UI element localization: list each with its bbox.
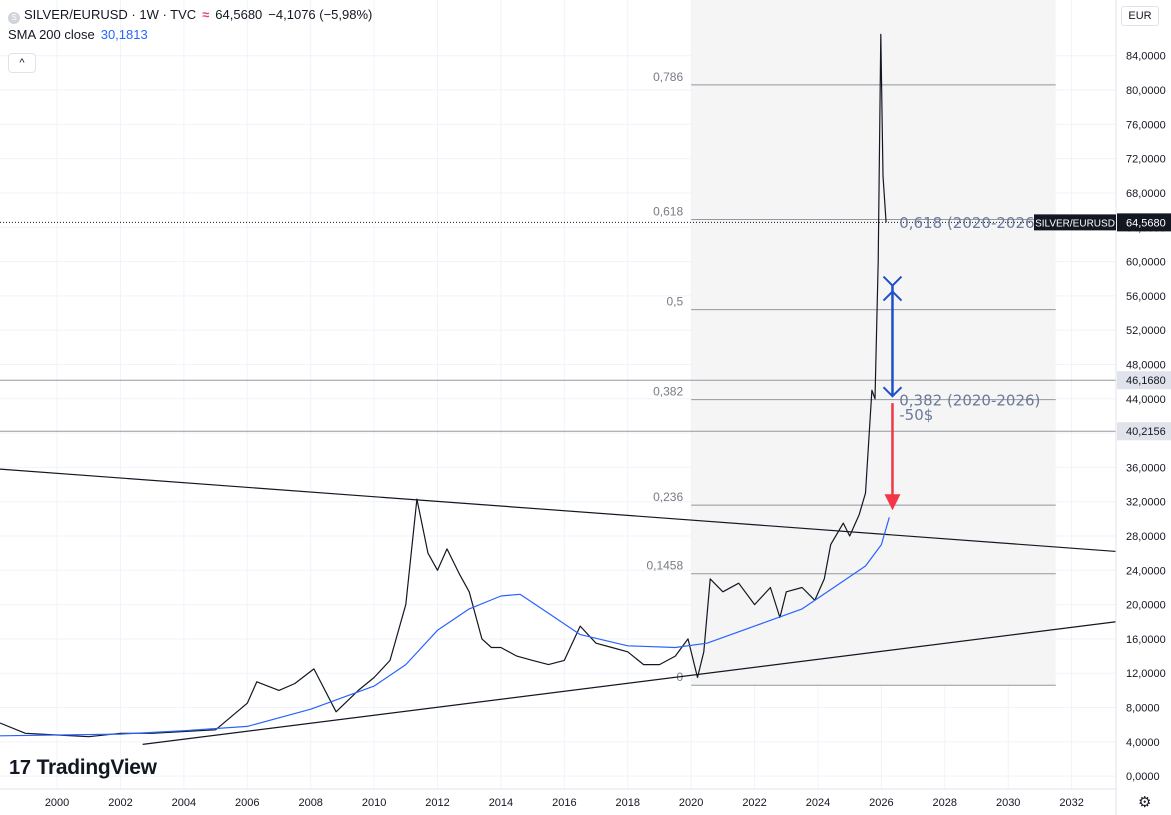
- level-price-tag-bg: [1117, 422, 1171, 441]
- time-tick-label: 2008: [298, 797, 322, 809]
- price-tick-label: 84,0000: [1126, 51, 1166, 63]
- logo-mark-icon: 17: [9, 757, 31, 779]
- price-tick-label: 12,0000: [1126, 668, 1166, 680]
- symbol-icon[interactable]: S: [8, 12, 20, 24]
- time-tick-label: 2026: [869, 797, 893, 809]
- logo-text: TradingView: [36, 756, 157, 779]
- price-tick-label: 32,0000: [1126, 497, 1166, 509]
- sma-value: 30,1813: [100, 27, 148, 42]
- time-tick-label: 2012: [425, 797, 449, 809]
- time-tick-label: 2032: [1059, 797, 1083, 809]
- time-tick-label: 2030: [996, 797, 1020, 809]
- symbol-tag-bg: [1034, 214, 1116, 231]
- price-tick-label: 28,0000: [1126, 531, 1166, 543]
- fib-level-label: 0,786: [653, 70, 683, 84]
- time-tick-label: 2024: [806, 797, 830, 809]
- trendline: [0, 468, 1117, 553]
- sma-series-line: [0, 517, 890, 737]
- price-tick-label: 72,0000: [1126, 154, 1166, 166]
- price-tick-label: 76,0000: [1126, 119, 1166, 131]
- level-price-tag-label: 40,2156: [1126, 426, 1166, 438]
- annotation-text: 0,382 (2020-2026): [899, 391, 1040, 409]
- tradingview-logo: 17 TradingView: [9, 756, 157, 780]
- time-tick-label: 2010: [362, 797, 386, 809]
- chart-legend: S SILVER/EURUSD · 1W · TVC ≈64,5680 −4,1076…: [8, 6, 372, 44]
- price-tick-label: 56,0000: [1126, 291, 1166, 303]
- time-tick-label: 2028: [933, 797, 957, 809]
- price-tick-label: 16,0000: [1126, 634, 1166, 646]
- last-price-tag-bg: [1117, 213, 1171, 232]
- time-tick-label: 2022: [742, 797, 766, 809]
- price-tick-label: 24,0000: [1126, 565, 1166, 577]
- price-tick-label: 36,0000: [1126, 462, 1166, 474]
- measure-arrow-bottom-icon: [882, 386, 903, 398]
- time-tick-label: 2014: [489, 797, 513, 809]
- price-tick-label: 52,0000: [1126, 325, 1166, 337]
- time-tick-label: 2002: [108, 797, 132, 809]
- fib-level-label: 0,1458: [646, 559, 683, 573]
- price-tick-label: 4,0000: [1126, 737, 1160, 749]
- time-tick-label: 2018: [616, 797, 640, 809]
- gear-icon[interactable]: ⚙: [1138, 794, 1152, 811]
- chevron-up-icon: ^: [19, 57, 25, 69]
- time-tick-label: 2020: [679, 797, 703, 809]
- measure-arrow-top-icon: [882, 275, 903, 302]
- price-tick-label: 48,0000: [1126, 359, 1166, 371]
- price-change: −4,1076 (−5,98%): [268, 7, 373, 22]
- fib-level-label: 0,382: [653, 385, 683, 399]
- realtime-icon: ≈: [202, 7, 210, 22]
- fib-zone: [691, 0, 1056, 686]
- symbol-title[interactable]: SILVER/EURUSD · 1W · TVC: [24, 7, 197, 22]
- currency-selector[interactable]: EUR: [1121, 6, 1159, 26]
- sma-label: SMA 200 close: [8, 27, 95, 42]
- level-price-tag-label: 46,1680: [1126, 375, 1166, 387]
- annotation-text: 0,618 (2020-2026): [899, 214, 1040, 232]
- fib-level-label: 0,618: [653, 205, 683, 219]
- time-tick-label: 2006: [235, 797, 259, 809]
- fib-level-label: 0,236: [653, 490, 683, 504]
- time-tick-label: 2004: [172, 797, 196, 809]
- last-price-tag-label: 64,5680: [1126, 217, 1166, 229]
- last-price: 64,5680: [215, 7, 263, 22]
- price-tick-label: 44,0000: [1126, 394, 1166, 406]
- level-price-tag-bg: [1117, 371, 1171, 390]
- price-tick-label: 8,0000: [1126, 703, 1160, 715]
- sma-row[interactable]: SMA 200 close 30,1813: [8, 26, 372, 44]
- price-series-line: [0, 33, 887, 738]
- price-tick-label: 68,0000: [1126, 188, 1166, 200]
- price-tick-label: 0,0000: [1126, 771, 1160, 783]
- price-tick-label: 20,0000: [1126, 600, 1166, 612]
- fib-level-label: 0,5: [666, 295, 683, 309]
- time-tick-label: 2000: [45, 797, 69, 809]
- time-tick-label: 2016: [552, 797, 576, 809]
- collapse-legend-button[interactable]: ^: [8, 53, 36, 73]
- red-arrow-head-icon: [884, 494, 901, 511]
- symbol-tag-label: SILVER/EURUSD: [1035, 218, 1115, 229]
- symbol-row: S SILVER/EURUSD · 1W · TVC ≈64,5680 −4,1076…: [8, 6, 372, 24]
- price-tick-label: 60,0000: [1126, 257, 1166, 269]
- price-tick-label: 80,0000: [1126, 85, 1166, 97]
- trendline: [142, 621, 1117, 745]
- annotation-text: -50$: [899, 406, 933, 424]
